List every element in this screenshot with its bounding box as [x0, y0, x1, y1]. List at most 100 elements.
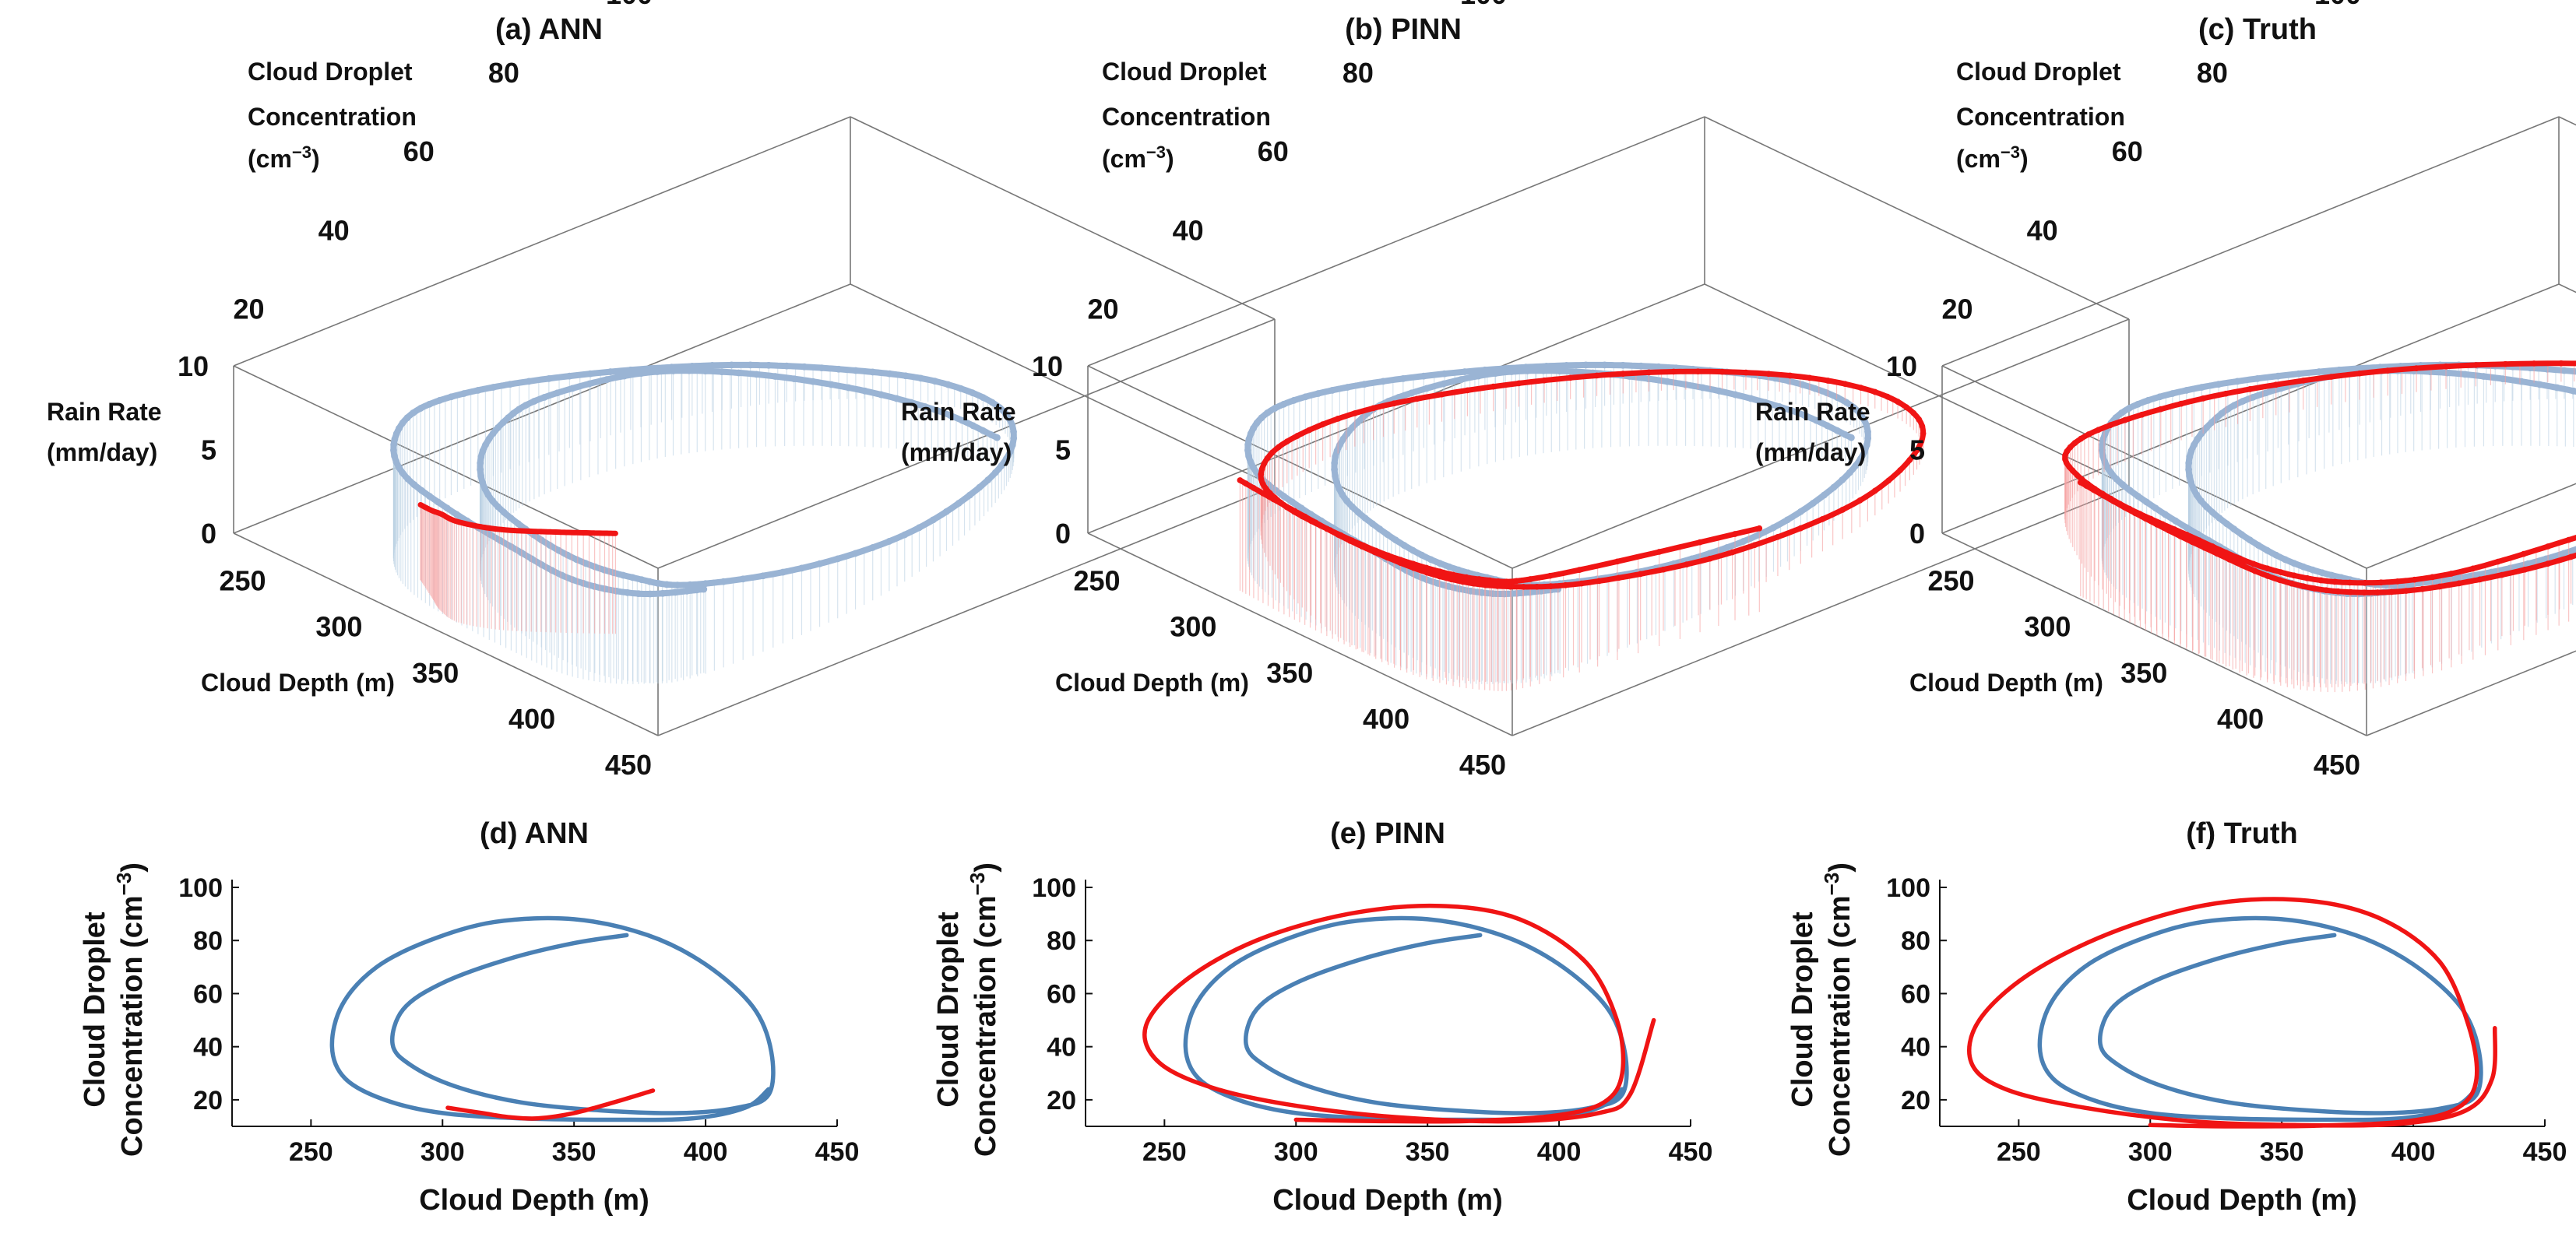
trajectory-point	[2198, 430, 2205, 437]
trajectory-point	[1339, 491, 1346, 499]
z-tick-label: 60	[2112, 135, 2143, 167]
trajectory-point	[390, 441, 397, 448]
trajectory-point	[2222, 550, 2229, 556]
trajectory-point	[2553, 384, 2561, 392]
trajectory-point	[1283, 504, 1290, 511]
z-axis-label-line1: Cloud Droplet	[248, 58, 413, 86]
trajectory-point	[508, 543, 515, 550]
trajectory-point	[489, 384, 497, 391]
trajectory-point	[2189, 539, 2196, 546]
x-axis-label: Cloud Depth (m)	[1272, 1184, 1503, 1217]
trajectory-point	[2531, 360, 2537, 367]
y-tick-label: 60	[1901, 979, 1930, 1009]
y-axis-label-line1: Cloud Droplet	[1786, 912, 1819, 1108]
trajectory-point	[2335, 588, 2342, 595]
trajectory-point	[753, 371, 760, 378]
x-tick-label: 250	[1927, 565, 1974, 597]
trajectory-point	[852, 550, 859, 557]
trajectory-point	[1697, 539, 1703, 546]
trajectory-point	[2443, 363, 2449, 370]
trajectory-point	[1596, 578, 1603, 585]
trajectory-point	[558, 571, 566, 579]
trajectory-point	[1336, 441, 1343, 448]
trajectory-point	[516, 406, 523, 413]
trajectory-point	[1438, 391, 1445, 398]
trajectory-point	[484, 491, 492, 499]
trajectory-point	[1006, 448, 1014, 455]
trajectory-point	[991, 469, 999, 476]
trajectory-point	[1860, 448, 1868, 455]
y-axis-label: Cloud Droplet Concentration (cm−3)	[79, 862, 149, 1157]
trajectory-point	[396, 464, 403, 472]
trajectory-point	[969, 389, 977, 397]
trajectory-point	[2187, 479, 2195, 487]
series-3d-truth_reference	[390, 361, 1018, 684]
trajectory-point	[2374, 589, 2381, 595]
trajectory-point	[474, 387, 482, 394]
x-axis-label: Cloud Depth (m)	[201, 669, 395, 697]
trajectory-point	[1379, 378, 1387, 385]
trajectory-point	[1327, 527, 1334, 534]
trajectory-point	[403, 414, 411, 422]
trajectory-point	[892, 395, 900, 402]
trajectory-point	[1740, 538, 1747, 545]
y-tick-label: 0	[1909, 518, 1925, 550]
y-tick-label: 20	[1047, 1086, 1076, 1115]
trajectory-point	[460, 390, 468, 397]
trajectory-point	[1370, 405, 1377, 412]
trajectory-point	[1920, 430, 1927, 437]
trajectory-point	[1448, 576, 1455, 583]
trajectory-point	[2272, 551, 2280, 559]
trajectory-point	[522, 402, 530, 409]
trajectory-point	[783, 362, 790, 370]
trajectory-point	[1775, 533, 1781, 540]
trajectory-point	[1842, 399, 1850, 406]
trajectory-point	[1503, 578, 1510, 585]
trajectory-point	[1660, 566, 1666, 573]
trajectory-point	[2186, 453, 2194, 461]
trajectory-point	[1895, 399, 1901, 405]
trajectory-point	[1258, 476, 1265, 483]
trajectory-point	[720, 578, 727, 585]
trajectory-point	[1299, 513, 1306, 520]
trajectory-point	[1258, 471, 1265, 478]
trajectory-point	[2315, 368, 2323, 375]
trajectory-point	[668, 364, 675, 371]
trajectory-point	[1244, 447, 1251, 454]
trajectory-point	[1328, 387, 1336, 394]
y-tick-label: 10	[1886, 350, 1917, 382]
trajectory-point	[2169, 390, 2177, 397]
trajectory-point	[417, 405, 424, 412]
trajectory-point	[647, 364, 655, 372]
x-tick-label: 450	[1669, 1137, 1713, 1167]
trajectory-point	[601, 585, 609, 593]
trajectory-point	[485, 435, 493, 443]
trajectory-point	[554, 389, 561, 397]
panel-2d-3: (f) Truth 250 300 350 400 450 20 40 60 80 100 Cloud…	[1786, 817, 2567, 1217]
x-tick-label: 450	[815, 1137, 860, 1167]
trajectory-point	[548, 567, 555, 574]
trajectory-point	[2295, 370, 2303, 378]
x-tick-label: 300	[2024, 611, 2071, 643]
trajectory-point	[1475, 372, 1483, 380]
trajectory-point	[1897, 467, 1903, 473]
trajectory-point	[2388, 588, 2395, 595]
trajectory-point	[426, 493, 434, 500]
trajectory-point	[1856, 497, 1863, 504]
trajectory-point	[1807, 374, 1813, 381]
x-axis-label: Cloud Depth (m)	[1909, 669, 2103, 697]
trajectory-point	[1731, 391, 1739, 399]
trajectory-point	[1459, 578, 1466, 585]
trajectory-point	[2300, 583, 2307, 590]
trajectory-point	[1487, 577, 1493, 584]
trajectory-point	[396, 424, 403, 432]
trajectory-point	[1910, 409, 1917, 416]
trajectory-line	[417, 502, 618, 536]
y-axis-label-line1: Rain Rate	[1755, 398, 1870, 426]
trajectory-point	[1245, 452, 1252, 460]
trajectory-point	[671, 588, 679, 596]
trajectory-point	[845, 384, 853, 392]
trajectory-point	[2525, 560, 2532, 567]
trajectory-point	[2213, 550, 2220, 557]
